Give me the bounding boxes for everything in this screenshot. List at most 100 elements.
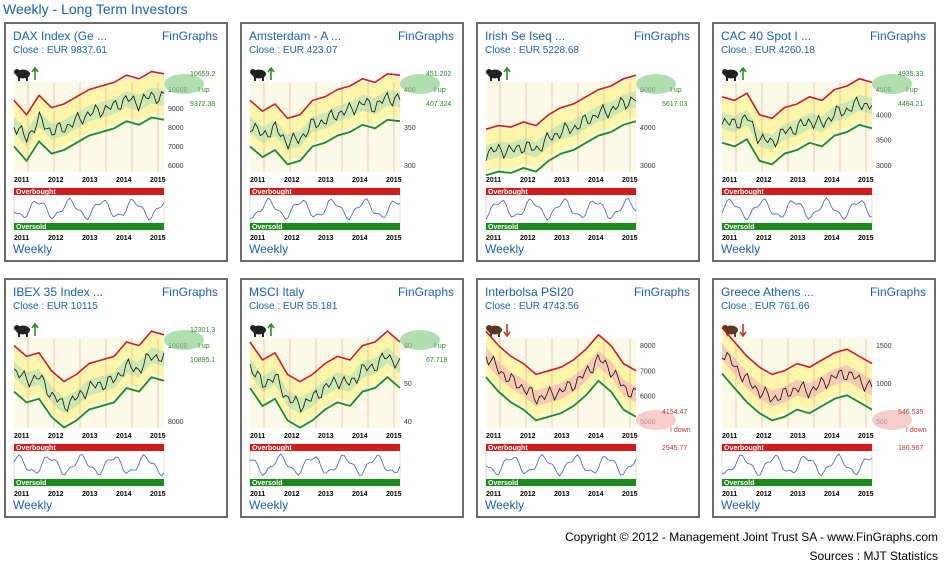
instrument-name[interactable]: DAX Index (Ge ...	[13, 29, 108, 43]
weekly-link[interactable]: Weekly	[721, 498, 761, 512]
x-tick-label: 2012	[756, 433, 772, 440]
x-tick-label: 2012	[520, 491, 536, 498]
x-tick-label: 2015	[858, 177, 874, 184]
x-tick-label: 2014	[824, 177, 840, 184]
instrument-name[interactable]: Interbolsa PSI20	[485, 285, 574, 299]
instrument-name[interactable]: IBEX 35 Index ...	[13, 285, 104, 299]
trend-label: I up	[434, 343, 446, 350]
y-tick-label: 4000	[640, 125, 656, 132]
x-tick-label: 2011	[486, 491, 501, 498]
level-upper: 451.202	[426, 71, 451, 78]
level-lower: 4484.21	[898, 101, 923, 108]
x-tick-label: 2012	[756, 491, 772, 498]
trend-label: I down	[906, 427, 927, 434]
fingraphs-link[interactable]: FinGraphs	[161, 285, 218, 299]
chart-panel-3[interactable]: 500040003000I up5617.0320112012201320142…	[476, 22, 700, 262]
copyright-text: Copyright © 2012 - Management Joint Trus…	[565, 530, 938, 544]
overbought-label: Overbought	[488, 445, 528, 452]
instrument-name[interactable]: CAC 40 Spot I ...	[721, 29, 812, 43]
instrument-name[interactable]: MSCI Italy	[249, 285, 305, 299]
fingraphs-link[interactable]: FinGraphs	[633, 285, 690, 299]
x-tick-label: 2011	[14, 433, 29, 440]
y-tick-label: 9000	[168, 106, 184, 113]
y-tick-label: 50	[404, 381, 412, 388]
level-lower: 10895.1	[190, 357, 215, 364]
x-tick-label: 2015	[386, 433, 402, 440]
weekly-link[interactable]: Weekly	[13, 242, 53, 256]
x-tick-label: 2011	[722, 491, 737, 498]
fingraphs-link[interactable]: FinGraphs	[161, 29, 218, 43]
x-tick-label: 2014	[588, 433, 604, 440]
fingraphs-link[interactable]: FinGraphs	[869, 29, 926, 43]
x-tick-label: 2011	[14, 177, 29, 184]
oversold-label: Oversold	[252, 224, 282, 231]
arrow-up-icon	[267, 322, 275, 336]
x-tick-label: 2014	[588, 177, 604, 184]
fingraphs-link[interactable]: FinGraphs	[633, 29, 690, 43]
x-tick-label: 2015	[386, 235, 402, 242]
y-tick-label: 7000	[168, 144, 184, 151]
chart-panel-1[interactable]: 10000900080007000600010659.2I up9372.382…	[4, 22, 228, 262]
x-tick-label: 2013	[318, 491, 334, 498]
weekly-link[interactable]: Weekly	[249, 242, 289, 256]
weekly-link[interactable]: Weekly	[13, 498, 53, 512]
weekly-link[interactable]: Weekly	[485, 498, 525, 512]
x-tick-label: 2013	[554, 177, 570, 184]
weekly-link[interactable]: Weekly	[485, 242, 525, 256]
x-tick-label: 2013	[554, 491, 570, 498]
oversold-label: Oversold	[724, 224, 754, 231]
overbought-label: Overbought	[724, 445, 764, 452]
x-tick-label: 2014	[116, 491, 132, 498]
x-tick-label: 2012	[48, 235, 64, 242]
y-tick-label: 8000	[640, 343, 656, 350]
chart-panel-7[interactable]: 80007000600050004154.47I down2945.772011…	[476, 278, 700, 518]
level-upper: 10659.2	[190, 71, 215, 78]
bull-icon	[250, 322, 275, 337]
arrow-down-icon	[503, 324, 511, 338]
oversold-label: Oversold	[252, 480, 282, 487]
x-tick-label: 2011	[486, 177, 501, 184]
weekly-link[interactable]: Weekly	[249, 498, 289, 512]
x-tick-label: 2015	[858, 433, 874, 440]
x-tick-label: 2015	[858, 235, 874, 242]
oversold-label: Oversold	[724, 480, 754, 487]
close-price: Close : EUR 5228.68	[485, 45, 579, 56]
level-lower: 407.324	[426, 101, 451, 108]
fingraphs-link[interactable]: FinGraphs	[397, 285, 454, 299]
instrument-name[interactable]: Amsterdam - A ...	[249, 29, 342, 43]
y-tick-label: 6000	[640, 394, 656, 401]
close-price: Close : EUR 9837.61	[13, 45, 107, 56]
y-tick-label: 1000	[876, 381, 892, 388]
x-tick-label: 2013	[790, 433, 806, 440]
arrow-up-icon	[31, 66, 39, 80]
chart-panel-5[interactable]: 10000800012301.3I up10895.12011201220132…	[4, 278, 228, 518]
chart-panel-4[interactable]: 45004000350030004935.33I up4484.21201120…	[712, 22, 936, 262]
weekly-link[interactable]: Weekly	[721, 242, 761, 256]
instrument-name[interactable]: Irish Se Iseq ...	[485, 29, 566, 43]
oversold-label: Oversold	[16, 480, 46, 487]
fingraphs-link[interactable]: FinGraphs	[397, 29, 454, 43]
overbought-label: Overbought	[488, 189, 528, 196]
x-tick-label: 2013	[318, 433, 334, 440]
x-tick-label: 2012	[520, 433, 536, 440]
fingraphs-link[interactable]: FinGraphs	[869, 285, 926, 299]
price-chart: 10000800012301.3I up10895.12011201220132…	[13, 322, 215, 498]
x-tick-label: 2014	[116, 177, 132, 184]
bull-icon	[722, 66, 747, 81]
y-tick-label: 300	[404, 163, 416, 170]
x-tick-label: 2011	[486, 235, 501, 242]
bull-icon	[250, 66, 275, 81]
close-price: Close : EUR 10115	[13, 301, 98, 312]
bear-icon	[722, 324, 747, 338]
x-tick-label: 2014	[824, 235, 840, 242]
price-chart: 500040003000I up5617.0320112012201320142…	[485, 66, 687, 242]
chart-panel-6[interactable]: 605040I up67.71820112012201320142015Over…	[240, 278, 464, 518]
x-tick-label: 2011	[14, 235, 29, 242]
x-tick-label: 2012	[756, 177, 772, 184]
instrument-name[interactable]: Greece Athens ...	[721, 285, 814, 299]
y-tick-label: 1500	[876, 343, 892, 350]
x-tick-label: 2014	[352, 235, 368, 242]
level-upper: 12301.3	[190, 327, 215, 334]
